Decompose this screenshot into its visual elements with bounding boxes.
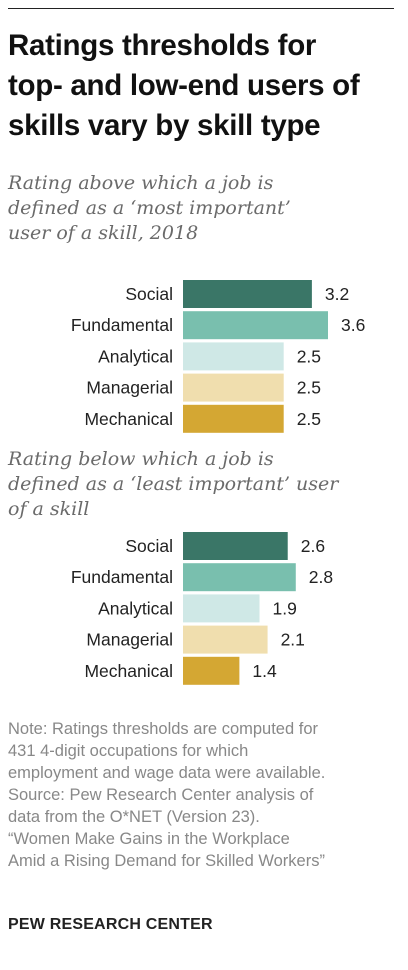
bar-mechanical: [183, 656, 240, 685]
panel-1-subtitle-line: Rating above which a job is: [8, 172, 274, 194]
chart-title-line: skills vary by skill type: [8, 109, 321, 142]
note-line: Amid a Rising Demand for Skilled Workers…: [8, 852, 325, 870]
bar-social: [183, 532, 288, 560]
category-label-fundamental: Fundamental: [71, 567, 173, 587]
chart-title-line: top- and low-end users of: [8, 69, 360, 102]
chart-title: Ratings thresholds for top- and low-end …: [8, 26, 400, 146]
top-rule: [8, 8, 394, 9]
category-label-analytical: Analytical: [98, 598, 173, 618]
value-label-analytical: 2.5: [297, 346, 321, 366]
value-label-managerial: 2.1: [281, 630, 305, 650]
note-line: data from the O*NET (Version 23).: [8, 808, 260, 826]
value-label-social: 3.2: [325, 284, 349, 304]
category-label-managerial: Managerial: [86, 630, 173, 650]
category-label-mechanical: Mechanical: [84, 409, 173, 429]
note-line: “Women Make Gains in the Workplace: [8, 830, 290, 848]
value-label-mechanical: 2.5: [297, 409, 321, 429]
value-label-fundamental: 2.8: [309, 567, 333, 587]
value-label-social: 2.6: [301, 536, 325, 556]
value-label-managerial: 2.5: [297, 378, 321, 398]
panel-2-subtitle-line: Rating below which a job is: [8, 448, 274, 470]
panel-1-subtitle: Rating above which a job is defined as a…: [8, 171, 400, 246]
least-important-bar-chart: Social 2.6 Fundamental 2.8 Analytical 1.9 Mana…: [71, 532, 333, 685]
bar-mechanical: [183, 404, 284, 433]
panel-1-subtitle-line: defined as a ‘most important’: [8, 197, 291, 219]
note-line: employment and wage data were available.: [8, 764, 326, 782]
source-note: Note: Ratings thresholds are computed fo…: [8, 718, 404, 872]
category-label-managerial: Managerial: [86, 378, 173, 398]
category-label-analytical: Analytical: [98, 346, 173, 366]
bar-analytical: [183, 342, 284, 371]
chart-title-line: Ratings thresholds for: [8, 29, 317, 62]
category-label-social: Social: [125, 536, 173, 556]
panel-1-subtitle-line: user of a skill, 2018: [8, 222, 199, 244]
note-line: Source: Pew Research Center analysis of: [8, 786, 314, 804]
bar-managerial: [183, 373, 284, 402]
most-important-bar-chart: Social 3.2 Fundamental 3.6 Analytical 2.5 Mana…: [71, 280, 365, 433]
bar-social: [183, 280, 312, 308]
bar-managerial: [183, 625, 268, 654]
value-label-fundamental: 3.6: [341, 315, 365, 335]
pew-research-center-logo-text: PEW RESEARCH CENTER: [8, 916, 213, 933]
panel-2-subtitle-line: of a skill: [8, 498, 90, 520]
category-label-mechanical: Mechanical: [84, 661, 173, 681]
panel-2-subtitle: Rating below which a job is defined as a…: [8, 447, 400, 522]
value-label-analytical: 1.9: [273, 598, 297, 618]
bar-analytical: [183, 594, 260, 623]
panel-2-subtitle-line: defined as a ‘least important’ user: [8, 473, 339, 495]
category-label-social: Social: [125, 284, 173, 304]
category-label-fundamental: Fundamental: [71, 315, 173, 335]
note-line: 431 4-digit occupations for which: [8, 742, 249, 760]
value-label-mechanical: 1.4: [252, 661, 277, 681]
bar-fundamental: [183, 311, 328, 340]
note-line: Note: Ratings thresholds are computed fo…: [8, 720, 318, 738]
bar-fundamental: [183, 563, 296, 592]
